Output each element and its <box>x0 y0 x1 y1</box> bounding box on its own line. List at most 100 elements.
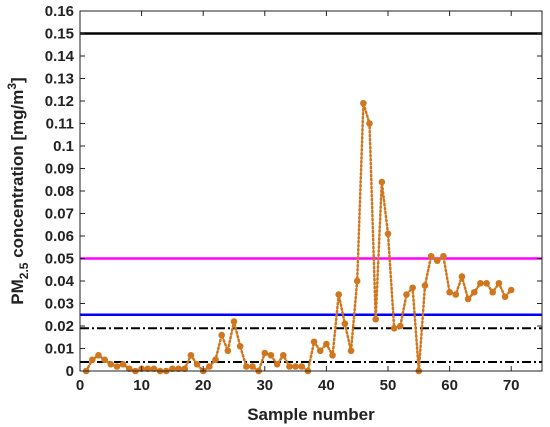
data-point <box>464 295 472 303</box>
y-tick-label: 0 <box>66 363 74 380</box>
y-label-sub: 2.5 <box>17 262 31 279</box>
data-point <box>353 277 361 285</box>
y-label-sup: 3 <box>5 83 19 90</box>
data-point <box>187 351 195 359</box>
data-point <box>483 279 490 287</box>
x-tick-label: 50 <box>380 377 397 394</box>
series-layer <box>82 99 515 375</box>
y-tick-label: 0.14 <box>45 48 75 65</box>
data-point <box>403 291 410 298</box>
data-point <box>261 349 269 357</box>
data-point <box>421 282 429 289</box>
data-point <box>323 340 330 348</box>
data-point <box>224 347 232 355</box>
x-tick-label: 20 <box>195 377 212 394</box>
data-point <box>249 363 256 370</box>
x-tick-label: 0 <box>76 377 84 394</box>
y-tick-label: 0.02 <box>45 318 74 335</box>
data-point <box>119 360 127 368</box>
data-point <box>329 351 336 359</box>
data-point <box>360 99 367 107</box>
x-tick-label: 70 <box>503 377 520 394</box>
y-label-rest: concentration [mg/m <box>8 90 27 263</box>
data-point <box>89 356 96 364</box>
y-tick-label: 0.12 <box>45 93 74 110</box>
x-tick-label: 30 <box>256 377 273 394</box>
y-tick-label: 0.05 <box>45 251 74 268</box>
y-tick-label: 0.09 <box>45 161 74 178</box>
y-tick-label: 0.01 <box>45 341 74 358</box>
data-point <box>212 356 219 364</box>
data-point <box>341 320 349 328</box>
data-point <box>458 273 466 280</box>
data-point <box>378 178 386 186</box>
data-point <box>335 291 343 298</box>
data-point <box>390 324 398 332</box>
data-point <box>286 363 293 370</box>
series-0-line <box>84 102 513 374</box>
x-tick-label: 40 <box>318 377 335 394</box>
data-point <box>279 351 287 359</box>
y-axis-ticks: 0 0.01 0.02 0.03 0.04 0.05 0.06 0.07 0.08 0.09 0.1… <box>45 3 542 380</box>
x-axis-label: Sample number <box>247 405 375 424</box>
data-point <box>446 288 453 296</box>
x-tick-label: 60 <box>441 377 458 394</box>
data-point <box>150 365 158 373</box>
y-label-close: ] <box>8 77 27 83</box>
plot-area-frame <box>79 10 543 372</box>
data-point <box>292 363 299 370</box>
x-tick-label: 10 <box>133 377 150 394</box>
data-point <box>397 322 404 330</box>
data-point <box>95 351 102 359</box>
data-point <box>169 365 176 373</box>
data-point <box>427 252 435 260</box>
data-point <box>243 363 250 370</box>
y-tick-label: 0.1 <box>53 138 74 155</box>
y-axis-label: PM2.5 concentration [mg/m3] <box>5 77 31 304</box>
y-tick-label: 0.13 <box>45 71 74 88</box>
data-point <box>409 284 416 292</box>
data-point <box>489 288 497 296</box>
data-point <box>310 338 318 346</box>
y-tick-label: 0.06 <box>45 228 74 245</box>
data-point <box>347 347 355 355</box>
data-point <box>175 365 182 373</box>
data-point <box>113 363 121 370</box>
y-tick-label: 0.11 <box>46 116 74 133</box>
reference-lines <box>80 32 542 363</box>
data-point <box>501 293 509 301</box>
y-tick-label: 0.08 <box>45 183 74 200</box>
data-point <box>298 363 306 370</box>
data-point <box>452 291 460 298</box>
data-point <box>366 120 373 127</box>
data-point <box>433 257 441 265</box>
data-point <box>125 365 133 373</box>
data-point <box>477 279 484 287</box>
data-point <box>236 342 244 350</box>
data-point <box>384 230 392 238</box>
data-point <box>218 331 225 339</box>
data-point <box>181 365 189 373</box>
data-point <box>372 315 379 323</box>
data-point <box>495 279 503 287</box>
data-point <box>107 360 115 368</box>
y-tick-label: 0.07 <box>45 206 74 223</box>
data-point <box>316 347 324 355</box>
x-axis-ticks: 0 10 20 30 40 50 60 70 <box>76 11 520 394</box>
data-point <box>101 356 108 364</box>
data-point <box>507 286 515 294</box>
y-label-main: PM <box>8 279 27 305</box>
data-point <box>230 318 238 325</box>
data-point <box>273 360 281 368</box>
data-point <box>440 252 447 260</box>
y-tick-label: 0.15 <box>45 26 74 43</box>
y-tick-label: 0.04 <box>45 273 75 290</box>
data-point <box>193 360 201 368</box>
data-point <box>144 365 152 373</box>
y-tick-label: 0.03 <box>45 296 74 313</box>
y-tick-label: 0.16 <box>45 3 74 20</box>
data-point <box>267 351 275 359</box>
data-point <box>206 363 213 370</box>
data-point <box>470 288 478 296</box>
